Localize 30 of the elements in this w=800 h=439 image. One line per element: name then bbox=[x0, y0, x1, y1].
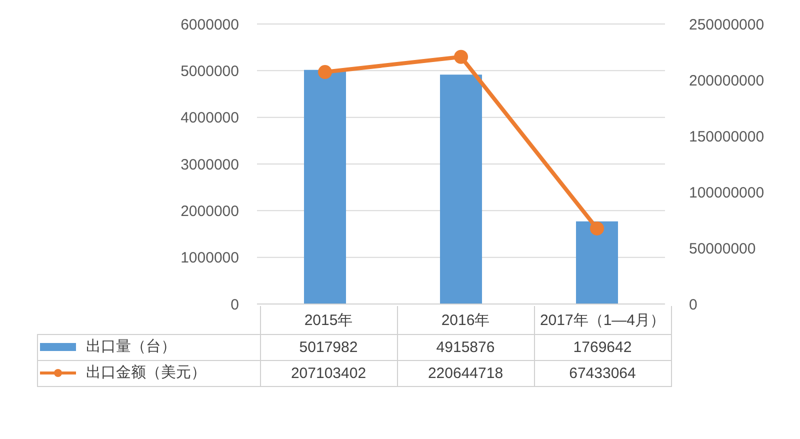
x-tick-label: 2017年（1—4月） bbox=[534, 306, 671, 334]
data-label: 220644718 bbox=[397, 360, 534, 386]
y2-tick-label: 0 bbox=[689, 296, 698, 314]
bar bbox=[440, 74, 482, 304]
y2-tick-label: 250000000 bbox=[689, 16, 764, 34]
y-tick-label: 4000000 bbox=[180, 110, 239, 127]
data-label: 1769642 bbox=[534, 334, 671, 360]
legend-label: 出口金额（美元） bbox=[86, 363, 206, 382]
bar bbox=[304, 70, 346, 304]
data-label: 207103402 bbox=[260, 360, 397, 386]
y2-tick-label: 200000000 bbox=[689, 72, 764, 90]
x-tick-label: 2015年 bbox=[260, 306, 397, 334]
y-tick-label: 0 bbox=[230, 296, 239, 314]
y2-tick-label: 50000000 bbox=[689, 240, 756, 258]
y-tick-label: 2000000 bbox=[180, 202, 239, 220]
point bbox=[318, 65, 332, 80]
bar bbox=[576, 221, 618, 304]
y-tick-label: 5000000 bbox=[180, 62, 239, 80]
point bbox=[590, 221, 604, 236]
x-tick-label: 2016年 bbox=[397, 306, 534, 334]
data-label: 67433064 bbox=[534, 360, 671, 386]
y-tick-label: 6000000 bbox=[180, 16, 239, 34]
data-label: 4915876 bbox=[397, 334, 534, 360]
y2-tick-label: 150000000 bbox=[689, 128, 764, 146]
data-label: 5017982 bbox=[260, 334, 397, 360]
point bbox=[454, 50, 468, 64]
y-tick-label: 3000000 bbox=[180, 156, 239, 174]
y2-tick-label: 100000000 bbox=[689, 184, 764, 202]
legend-label: 出口量（台） bbox=[86, 337, 176, 356]
y-tick-label: 1000000 bbox=[180, 250, 239, 267]
